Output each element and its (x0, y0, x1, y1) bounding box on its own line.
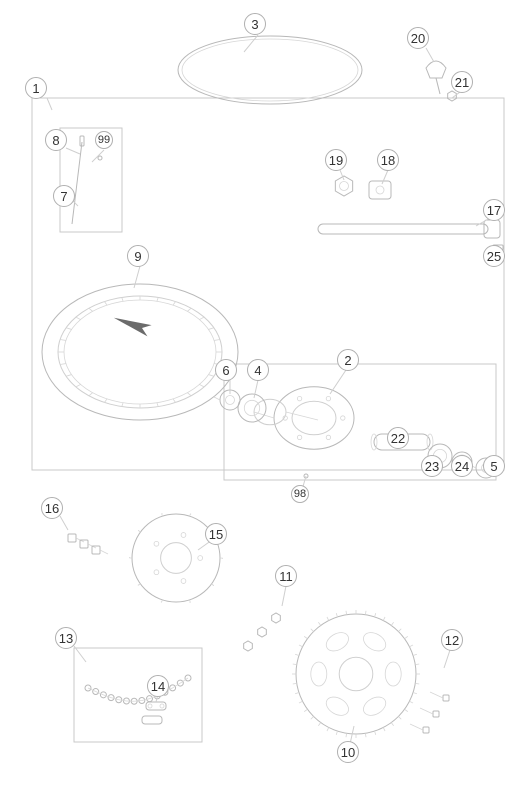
part-25 (493, 245, 503, 262)
leader-98 (302, 476, 306, 490)
part-4 (238, 394, 266, 422)
part-99 (98, 156, 102, 160)
part-10 (292, 610, 420, 738)
part-2 (254, 387, 354, 449)
part-9 (42, 284, 238, 420)
leader-15 (198, 540, 212, 550)
main-panel (32, 98, 504, 470)
leader-12 (444, 650, 450, 668)
leader-99 (92, 150, 104, 162)
rotation-arrow-icon (114, 318, 152, 337)
leader-16 (60, 516, 68, 530)
part-11 (244, 613, 281, 651)
part-12 (410, 692, 449, 733)
part-18 (369, 181, 391, 199)
part-23 (428, 444, 452, 468)
part-3 (178, 36, 362, 104)
part-14 (142, 702, 166, 724)
chain-panel (74, 648, 202, 742)
part-16 (68, 534, 108, 554)
exploded-diagram (0, 0, 531, 785)
part-17 (318, 220, 500, 238)
leader-17 (476, 218, 490, 226)
leader-10 (350, 726, 354, 744)
part-5 (470, 458, 496, 478)
leader-18 (382, 170, 388, 184)
part-15 (129, 514, 222, 603)
part-13 (85, 675, 191, 704)
leader-1 (47, 98, 52, 110)
part-22 (371, 434, 433, 450)
leader-20 (426, 48, 434, 62)
leader-8 (66, 148, 80, 154)
leader-14 (156, 694, 158, 702)
leader-9 (134, 266, 140, 288)
spoke-nipple-panel (60, 128, 122, 232)
part-7 (72, 142, 82, 224)
leader-2 (330, 370, 346, 394)
part-20 (426, 61, 446, 94)
leader-11 (282, 586, 286, 606)
